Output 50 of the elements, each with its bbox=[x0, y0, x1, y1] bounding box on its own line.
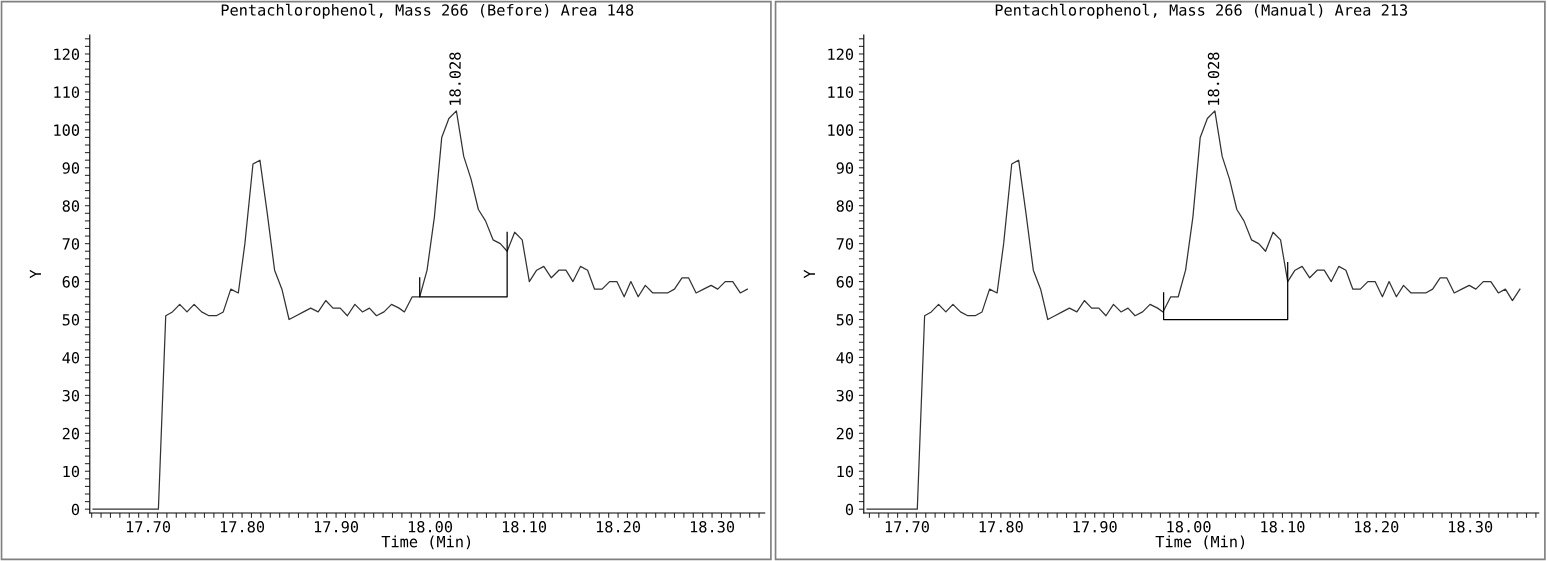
y-tick-label: 40 bbox=[62, 351, 80, 364]
x-tick-label: 17.90 bbox=[1073, 520, 1117, 533]
x-axis-title: Time (Min) bbox=[1155, 535, 1245, 550]
y-tick-label: 120 bbox=[54, 48, 80, 61]
annotation: 18.028 bbox=[449, 52, 461, 105]
line-series bbox=[92, 110, 748, 510]
x-tick-label: 18.00 bbox=[1167, 520, 1211, 533]
y-tick-label: 60 bbox=[62, 276, 80, 288]
y-tick-label: 70 bbox=[836, 238, 854, 250]
y-tick-label: 0 bbox=[71, 503, 80, 516]
y-axis-title: Y bbox=[29, 269, 41, 279]
y-tick-label: 0 bbox=[845, 503, 854, 516]
y-tick-label: 110 bbox=[54, 86, 80, 98]
y-tick-label: 60 bbox=[836, 276, 854, 288]
x-tick-label: 18.00 bbox=[408, 520, 453, 533]
y-axis-title: Y bbox=[803, 269, 815, 279]
y-tick-label: 80 bbox=[62, 200, 80, 212]
y-tick-label: 50 bbox=[836, 314, 854, 326]
y-tick-label: 30 bbox=[62, 389, 80, 402]
x-tick-label: 18.30 bbox=[690, 520, 735, 533]
y-tick-label: 100 bbox=[828, 124, 854, 136]
annotation: 18.028 bbox=[1207, 52, 1220, 105]
y-tick-label: 20 bbox=[836, 427, 854, 440]
y-tick-label: 90 bbox=[62, 162, 80, 174]
y-tick-label: 70 bbox=[62, 238, 80, 250]
y-tick-label: 10 bbox=[837, 465, 854, 478]
y-tick-label: 120 bbox=[828, 48, 854, 61]
chart-title: Pentachlorophenol, Mass 266 (Manual) Area 213 bbox=[995, 3, 1408, 19]
x-tick-label: 17.70 bbox=[885, 520, 929, 533]
x-tick-label: 18.30 bbox=[1449, 520, 1493, 533]
x-tick-label: 17.90 bbox=[314, 520, 359, 533]
x-tick-label: 17.80 bbox=[220, 520, 265, 533]
x-tick-label: 18.20 bbox=[1355, 520, 1399, 533]
y-tick-label: 50 bbox=[62, 314, 80, 326]
x-tick-label: 17.70 bbox=[126, 520, 171, 533]
line-series bbox=[866, 110, 1521, 510]
y-tick-label: 110 bbox=[828, 86, 854, 98]
y-tick-label: 40 bbox=[836, 351, 854, 364]
x-axis-title: Time (Min) bbox=[381, 535, 471, 550]
chart-title: Pentachlorophenol, Mass 266 (Before) Area 148 bbox=[221, 3, 634, 19]
x-tick-label: 18.10 bbox=[502, 520, 547, 533]
y-tick-label: 10 bbox=[63, 465, 80, 478]
y-tick-label: 90 bbox=[836, 162, 854, 174]
y-tick-label: 30 bbox=[836, 389, 854, 402]
x-tick-label: 17.80 bbox=[979, 520, 1023, 533]
x-tick-label: 18.20 bbox=[596, 520, 641, 533]
y-tick-label: 20 bbox=[62, 427, 80, 440]
y-tick-label: 80 bbox=[836, 200, 854, 212]
y-tick-label: 100 bbox=[54, 124, 80, 136]
x-tick-label: 18.10 bbox=[1261, 520, 1305, 533]
